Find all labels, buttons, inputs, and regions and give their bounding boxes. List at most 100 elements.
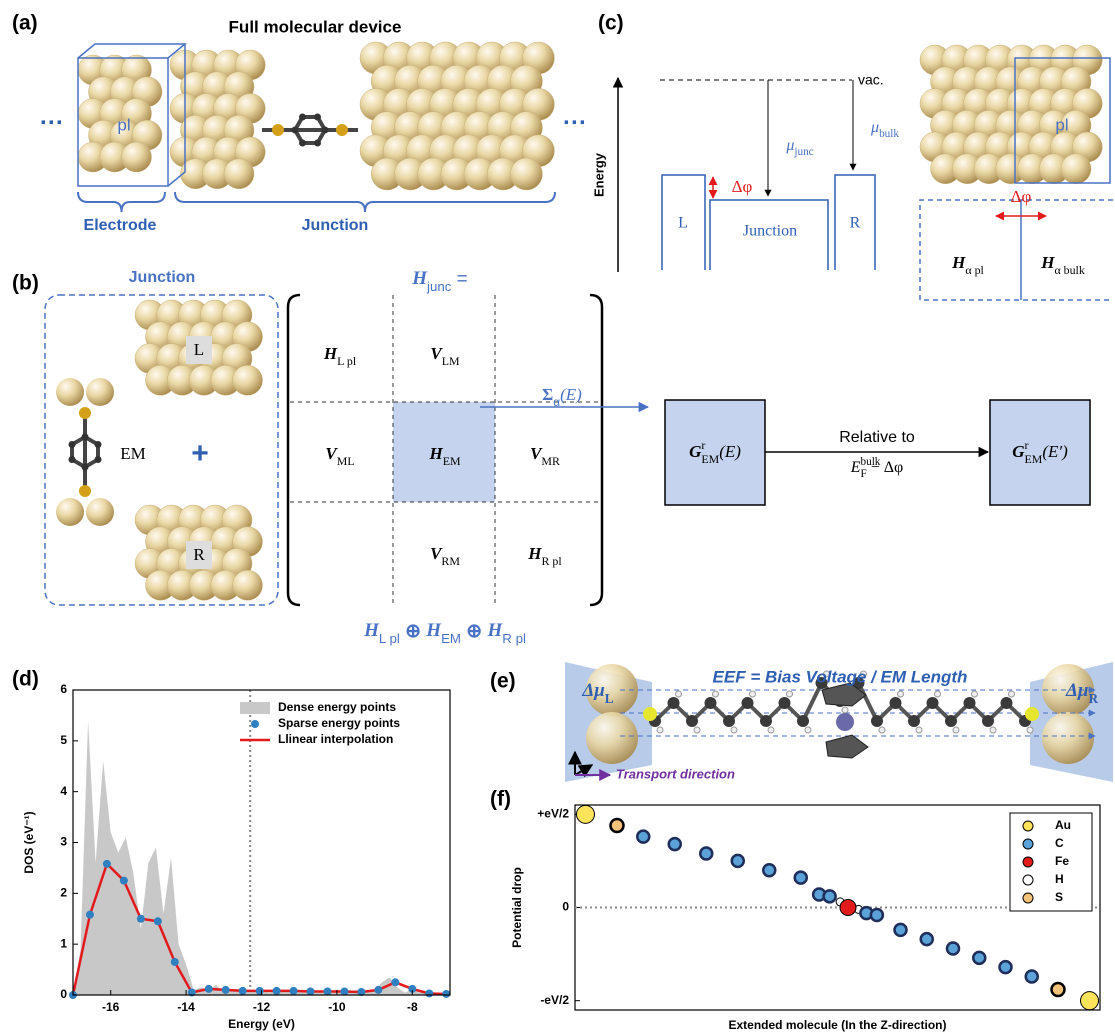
- L-label: L: [678, 215, 688, 232]
- junction-label: Junction: [302, 217, 369, 234]
- bond: [859, 683, 878, 721]
- page: { "panel_a": {"label": "(a)", "title": "…: [0, 0, 1115, 1035]
- gold-atom: [233, 570, 263, 600]
- y-tick-label: 0: [562, 900, 569, 914]
- matrix-entry: VMR: [530, 444, 560, 468]
- carbon-atom: [705, 697, 717, 709]
- dphi-label: Δφ: [732, 177, 753, 196]
- legend-label: Sparse energy points: [278, 716, 400, 730]
- energy-label: Energy: [591, 152, 606, 197]
- mu-bulk-sub: bulk: [879, 128, 899, 140]
- legend-swatch: [1023, 839, 1033, 849]
- carbon-atom: [760, 715, 772, 727]
- mu-junc-symbol: μ: [785, 137, 794, 154]
- panel-label: (d): [12, 668, 39, 691]
- sum-term-sub: EM: [441, 631, 461, 646]
- dos-area: [73, 721, 450, 996]
- green-function-symbol: G: [689, 442, 702, 461]
- carbon-atom: [797, 715, 809, 727]
- h-pl-symbol: H: [951, 253, 966, 272]
- hydrogen-atom: [731, 727, 737, 733]
- carbon-atom: [94, 456, 101, 463]
- data-point: [307, 987, 315, 995]
- hydrogen-atom: [990, 727, 996, 733]
- atom-marker: [763, 864, 775, 876]
- carbon-atom: [94, 441, 101, 448]
- delta-mu-sub: R: [1088, 691, 1098, 706]
- block-sum: HL pl ⊕ HEM ⊕ HR pl: [363, 620, 526, 646]
- sulfur-atom: [643, 707, 657, 721]
- carbon-atom: [779, 697, 791, 709]
- energy-shift-symbol: E: [850, 459, 861, 476]
- matrix-entry-sub: MR: [541, 454, 560, 468]
- data-point: [239, 987, 247, 995]
- L-label: L: [194, 340, 204, 359]
- data-point: [205, 985, 213, 993]
- gold-atom: [86, 498, 114, 526]
- gold-atom: [122, 142, 152, 172]
- data-point: [154, 917, 162, 925]
- hydrogen-atom: [972, 691, 978, 697]
- atom-marker: [921, 933, 933, 945]
- brace: [78, 192, 165, 212]
- gold-atom: [1042, 712, 1094, 764]
- legend-swatch: [1023, 857, 1033, 867]
- hjunc: Hjunc =: [411, 268, 468, 294]
- brace: [175, 192, 555, 212]
- matrix-entry-symbol: H: [527, 544, 542, 563]
- y-tick-label: 5: [60, 733, 67, 747]
- data-point: [323, 987, 331, 995]
- em-cell: [393, 402, 495, 502]
- atom-marker: [824, 890, 836, 902]
- y-tick-label: 3: [60, 835, 67, 849]
- panel-label: (a): [12, 12, 38, 35]
- sulfur-atom: [272, 124, 284, 136]
- carbon-atom: [82, 464, 89, 471]
- vac-label: vac.: [858, 72, 884, 88]
- plus-sign: +: [191, 437, 209, 470]
- data-point: [391, 978, 399, 986]
- sulfur-atom: [79, 485, 91, 497]
- carbon-atom: [908, 715, 920, 727]
- carbon-atom: [927, 697, 939, 709]
- legend-label: Fe: [1055, 854, 1069, 868]
- panel-label: (f): [490, 788, 511, 811]
- hydrogen-atom: [1009, 691, 1015, 697]
- atom-marker: [700, 847, 712, 859]
- data-point: [86, 911, 94, 919]
- junction-label: Junction: [743, 223, 797, 240]
- data-point: [137, 915, 145, 923]
- atom-marker: [871, 909, 883, 921]
- delta-mu-symbol: Δμ: [581, 680, 604, 701]
- panel-title: EEF = Bias Voltage / EM Length: [713, 667, 968, 686]
- delta-mu-symbol: Δμ: [1065, 680, 1088, 701]
- matrix-entry-sub: R pl: [542, 554, 563, 568]
- atom-marker: [732, 855, 744, 867]
- carbon-atom: [292, 127, 299, 134]
- carbon-atom: [299, 139, 306, 146]
- carbon-atom: [314, 139, 321, 146]
- matrix-entry: HR pl: [527, 544, 562, 568]
- atom-marker: [840, 900, 856, 916]
- h-pl: Hα pl: [951, 253, 984, 277]
- data-point: [171, 958, 179, 966]
- data-point: [425, 989, 433, 997]
- R-label: R: [850, 215, 861, 232]
- panel-label: (c): [598, 12, 624, 35]
- mu-bulk-symbol: μ: [870, 119, 879, 136]
- operator: ⊕: [400, 621, 426, 642]
- panel-label: (e): [490, 670, 516, 693]
- atom-marker: [1000, 961, 1012, 973]
- y-tick-label: 2: [60, 886, 67, 900]
- EM-label: EM: [120, 444, 146, 463]
- carbon-atom: [1001, 697, 1013, 709]
- ellipsis: ···: [563, 109, 587, 136]
- sulfur-atom: [79, 407, 91, 419]
- sum-term-symbol: H: [425, 620, 442, 641]
- green-function-sup: r: [701, 438, 705, 452]
- carbon-atom: [82, 434, 89, 441]
- green-function-symbol: G: [1012, 442, 1025, 461]
- gold-atom: [56, 498, 84, 526]
- atom-marker: [611, 819, 624, 832]
- carbon-atom: [314, 114, 321, 121]
